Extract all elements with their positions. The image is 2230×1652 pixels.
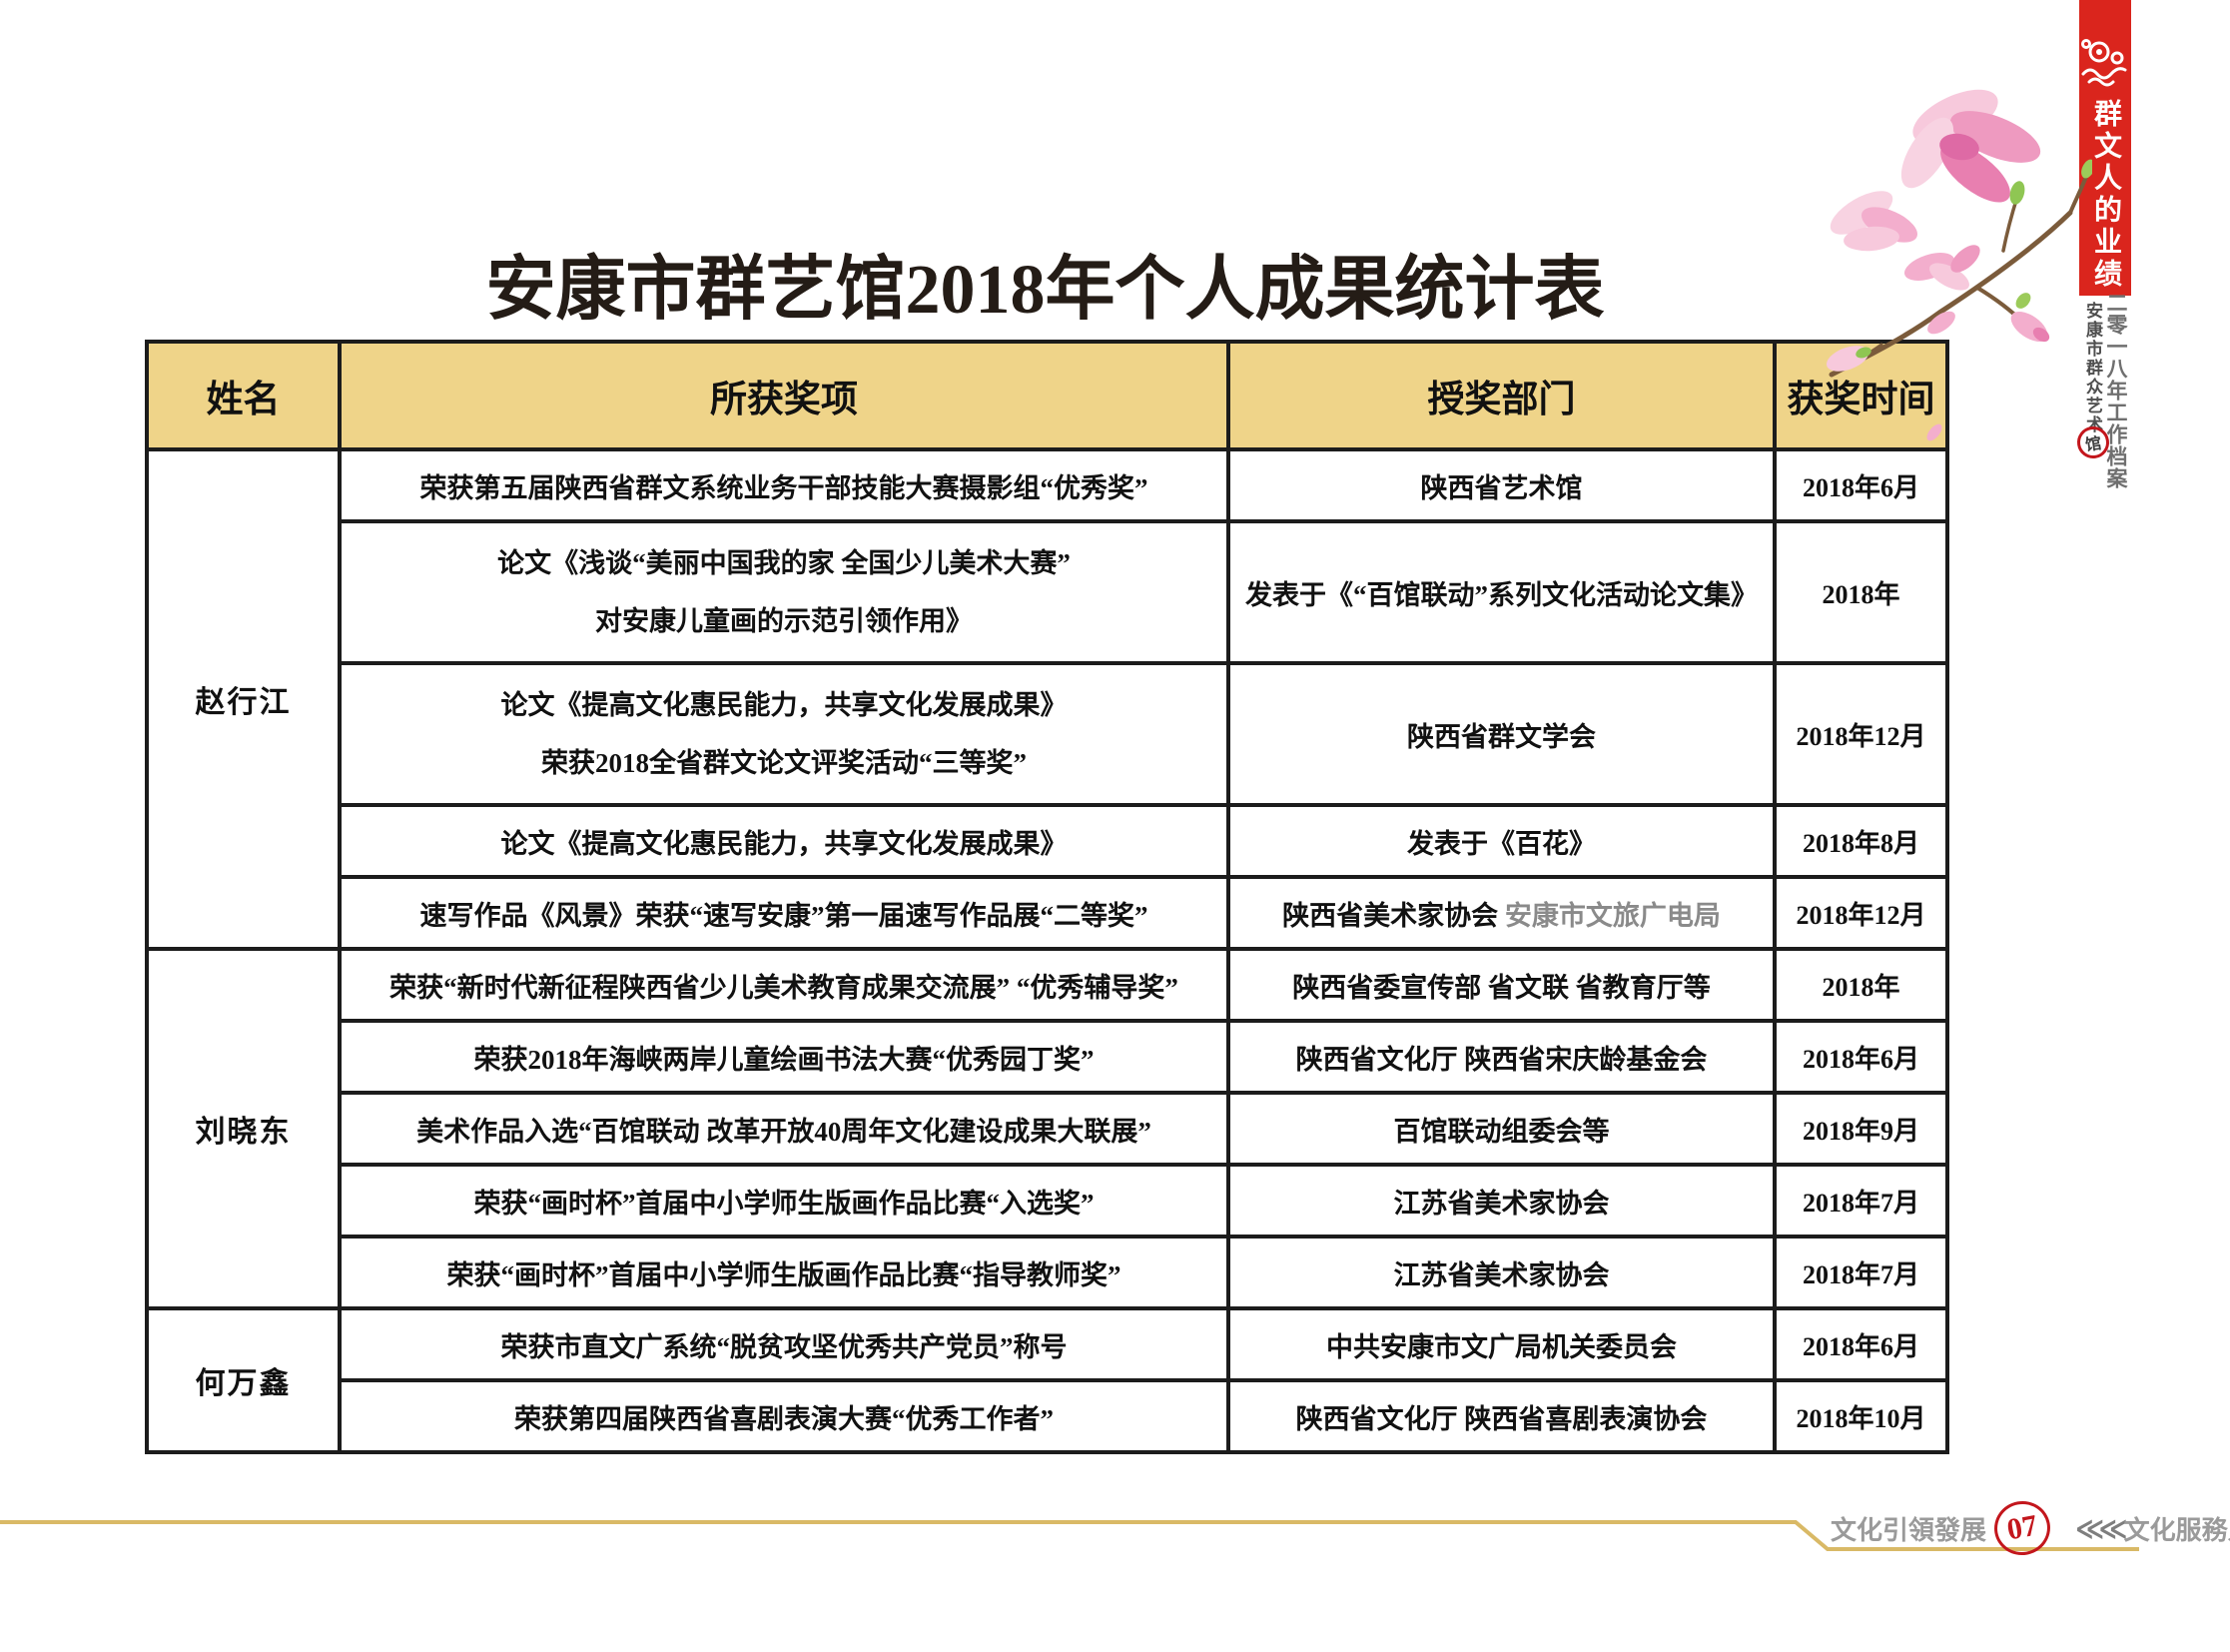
department-cell: 陕西省文化厅 陕西省喜剧表演协会	[1226, 1378, 1777, 1454]
award-cell: 荣获第四届陕西省喜剧表演大赛“优秀工作者”	[338, 1378, 1230, 1454]
department-cell: 陕西省群文学会	[1226, 661, 1777, 807]
time-cell: 2018年9月	[1773, 1091, 1949, 1167]
time-cell: 2018年	[1773, 519, 1949, 665]
organization-label: 安康市群众艺术	[2083, 302, 2102, 434]
column-header: 所获奖项	[338, 340, 1230, 451]
award-cell: 荣获“画时杯”首届中小学师生版画作品比赛“指导教师奖”	[338, 1235, 1230, 1310]
table-row: 荣获第四届陕西省喜剧表演大赛“优秀工作者” 陕西省文化厅 陕西省喜剧表演协会 201…	[147, 1378, 1949, 1454]
award-cell: 论文《浅谈“美丽中国我的家 全国少儿美术大赛” 对安康儿童画的示范引领作用》	[338, 519, 1230, 665]
time-cell: 2018年6月	[1773, 1019, 1949, 1095]
footer-gold-rule	[0, 1520, 2139, 1551]
table-row: 论文《浅谈“美丽中国我的家 全国少儿美术大赛” 对安康儿童画的示范引领作用》 发表于…	[147, 519, 1949, 665]
award-cell: 荣获市直文广系统“脱贫攻坚优秀共产党员”称号	[338, 1306, 1230, 1382]
department-cell: 陕西省美术家协会 安康市文旅广电局	[1226, 875, 1777, 951]
person-name-cell: 刘晓东	[145, 947, 342, 1310]
table-row: 荣获“画时杯”首届中小学师生版画作品比赛“入选奖” 江苏省美术家协会 2018年7月	[147, 1163, 1949, 1239]
table-row: 论文《提高文化惠民能力，共享文化发展成果》 发表于《百花》 2018年8月	[147, 803, 1949, 879]
time-cell: 2018年6月	[1773, 447, 1949, 523]
time-cell: 2018年8月	[1773, 803, 1949, 879]
footer-right-caption: ≪≪ 文化服務人民	[2075, 1500, 2230, 1556]
department-cell: 陕西省艺术馆	[1226, 447, 1777, 523]
department-cell: 陕西省文化厅 陕西省宋庆龄基金会	[1226, 1019, 1777, 1095]
page-number-badge: 07	[1989, 1496, 2055, 1560]
table-row: 荣获2018年海峡两岸儿童绘画书法大赛“优秀园丁奖” 陕西省文化厅 陕西省宋庆龄基…	[147, 1019, 1949, 1095]
department-cell: 发表于《“百馆联动”系列文化活动论文集》	[1226, 519, 1777, 665]
department-cell: 中共安康市文广局机关委员会	[1226, 1306, 1777, 1382]
department-cell: 江苏省美术家协会	[1226, 1235, 1777, 1310]
page-title: 安康市群艺馆2018年个人成果统计表	[485, 251, 1605, 329]
time-cell: 2018年6月	[1773, 1306, 1949, 1382]
time-cell: 2018年12月	[1773, 661, 1949, 807]
table-row: 速写作品《风景》荣获“速写安康”第一届速写作品展“二等奖” 陕西省美术家协会 安康…	[147, 875, 1949, 951]
footer-right-label: 文化服務人民	[2123, 1514, 2230, 1545]
time-cell: 2018年	[1773, 947, 1949, 1023]
award-cell: 速写作品《风景》荣获“速写安康”第一届速写作品展“二等奖”	[338, 875, 1230, 951]
award-cell: 荣获2018年海峡两岸儿童绘画书法大赛“优秀园丁奖”	[338, 1019, 1230, 1095]
award-cell: 荣获“画时杯”首届中小学师生版画作品比赛“入选奖”	[338, 1163, 1230, 1239]
cloud-ornament-icon	[2081, 39, 2127, 87]
time-cell: 2018年10月	[1773, 1378, 1949, 1454]
table-header-row: 姓名 所获奖项 授奖部门 获奖时间	[145, 340, 1949, 451]
chevron-left-icon: ≪≪	[2075, 1512, 2128, 1544]
footer-left-caption: 文化引領發展 07	[1831, 1496, 2055, 1560]
table-row: 荣获“画时杯”首届中小学师生版画作品比赛“指导教师奖” 江苏省美术家协会 2018年…	[147, 1235, 1949, 1310]
footer-left-label: 文化引領發展	[1831, 1514, 1987, 1545]
award-cell: 荣获“新时代新征程陕西省少儿美术教育成果交流展” “优秀辅导奖”	[338, 947, 1230, 1023]
award-cell: 论文《提高文化惠民能力，共享文化发展成果》	[338, 803, 1230, 879]
award-cell: 美术作品入选“百馆联动 改革开放40周年文化建设成果大联展”	[338, 1091, 1230, 1167]
award-cell: 荣获第五届陕西省群文系统业务干部技能大赛摄影组“优秀奖”	[338, 447, 1230, 523]
magnolia-branch-decoration	[1826, 89, 2092, 441]
person-name-cell: 赵行江	[145, 447, 342, 951]
table-row: 何万鑫 荣获市直文广系统“脱贫攻坚优秀共产党员”称号 中共安康市文广局机关委员会 20…	[145, 1306, 1949, 1454]
time-cell: 2018年7月	[1773, 1235, 1949, 1310]
department-cell: 发表于《百花》	[1226, 803, 1777, 879]
column-header: 姓名	[145, 340, 342, 451]
table-row: 论文《提高文化惠民能力，共享文化发展成果》 荣获2018全省群文论文评奖活动“三等…	[147, 661, 1949, 807]
department-cell: 陕西省委宣传部 省文联 省教育厅等	[1226, 947, 1777, 1023]
column-header: 授奖部门	[1226, 340, 1777, 451]
red-side-banner	[2079, 0, 2131, 296]
table-row: 刘晓东 荣获“新时代新征程陕西省少儿美术教育成果交流展” “优秀辅导奖” 陕西省委宣…	[145, 947, 1949, 1310]
results-table: 姓名 所获奖项 授奖部门 获奖时间 赵行江 荣获第五届陕西省群文系统业务干部技能大赛摄影…	[145, 340, 1949, 1454]
time-cell: 2018年12月	[1773, 875, 1949, 951]
table-row: 美术作品入选“百馆联动 改革开放40周年文化建设成果大联展” 百馆联动组委会等 20…	[147, 1091, 1949, 1167]
department-cell: 百馆联动组委会等	[1226, 1091, 1777, 1167]
department-cell: 江苏省美术家协会	[1226, 1163, 1777, 1239]
person-name-cell: 何万鑫	[145, 1306, 342, 1454]
award-cell: 论文《提高文化惠民能力，共享文化发展成果》 荣获2018全省群文论文评奖活动“三等…	[338, 661, 1230, 807]
banner-vertical-title: 群文人的业绩	[2090, 99, 2121, 291]
archive-year-label: 二零一八年工作档案	[2104, 292, 2127, 489]
time-cell: 2018年7月	[1773, 1163, 1949, 1239]
table-row: 赵行江 荣获第五届陕西省群文系统业务干部技能大赛摄影组“优秀奖” 陕西省艺术馆 201…	[145, 447, 1949, 951]
